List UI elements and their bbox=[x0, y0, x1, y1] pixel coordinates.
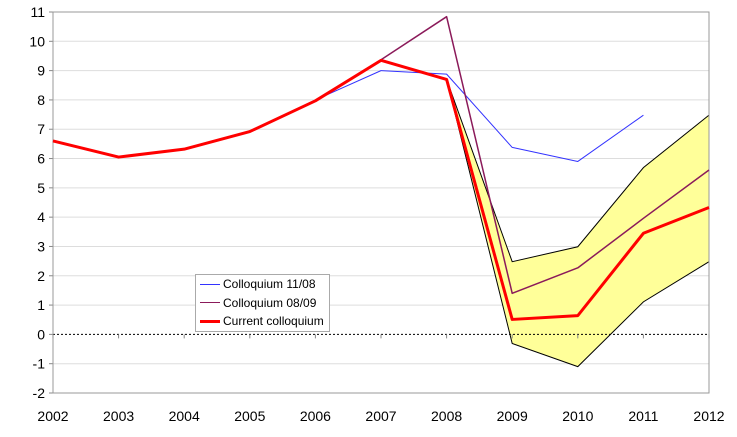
x-tick-label: 2008 bbox=[431, 408, 462, 424]
y-tick-label: 11 bbox=[30, 4, 45, 20]
legend-swatch bbox=[200, 283, 220, 285]
legend-swatch bbox=[200, 302, 220, 304]
legend-item: Colloquium 11/08 bbox=[196, 275, 329, 294]
y-tick-label: 3 bbox=[37, 238, 45, 254]
y-tick-label: 0 bbox=[37, 326, 45, 342]
y-tick-label: 4 bbox=[37, 209, 45, 225]
y-tick-label: 7 bbox=[37, 121, 45, 137]
y-tick-label: 10 bbox=[29, 33, 45, 49]
x-tick-label: 2011 bbox=[628, 408, 658, 424]
y-tick-label: 2 bbox=[37, 268, 45, 284]
y-tick-label: 8 bbox=[37, 92, 45, 108]
legend-swatch bbox=[200, 319, 220, 323]
y-tick-label: 1 bbox=[37, 297, 45, 313]
plot-area bbox=[52, 11, 710, 394]
x-tick-label: 2006 bbox=[300, 408, 331, 424]
x-tick-label: 2005 bbox=[234, 408, 265, 424]
uncertainty-band bbox=[446, 79, 709, 367]
x-tick-label: 2009 bbox=[497, 408, 528, 424]
series-line bbox=[52, 70, 644, 162]
x-tick-label: 2002 bbox=[37, 408, 68, 424]
x-tick-label: 2003 bbox=[103, 408, 134, 424]
band-lower-edge bbox=[446, 79, 710, 368]
legend: Colloquium 11/08 Colloquium 08/09 Current … bbox=[195, 274, 330, 332]
x-tick-label: 2010 bbox=[562, 408, 593, 424]
y-tick-label: -1 bbox=[33, 356, 46, 372]
y-tick-label: 5 bbox=[37, 180, 45, 196]
y-tick-label: 6 bbox=[37, 151, 45, 167]
x-tick-label: 2012 bbox=[693, 408, 724, 424]
legend-label: Colloquium 11/08 bbox=[223, 277, 316, 292]
series-line bbox=[52, 58, 710, 321]
legend-item: Current colloquium bbox=[196, 312, 329, 331]
x-tick-label: 2007 bbox=[365, 408, 396, 424]
x-tick-label: 2004 bbox=[169, 408, 200, 424]
y-tick-label: -2 bbox=[33, 385, 46, 401]
legend-item: Colloquium 08/09 bbox=[196, 294, 329, 313]
legend-label: Current colloquium bbox=[223, 314, 324, 329]
legend-label: Colloquium 08/09 bbox=[223, 295, 317, 310]
y-tick-label: 9 bbox=[37, 63, 45, 79]
